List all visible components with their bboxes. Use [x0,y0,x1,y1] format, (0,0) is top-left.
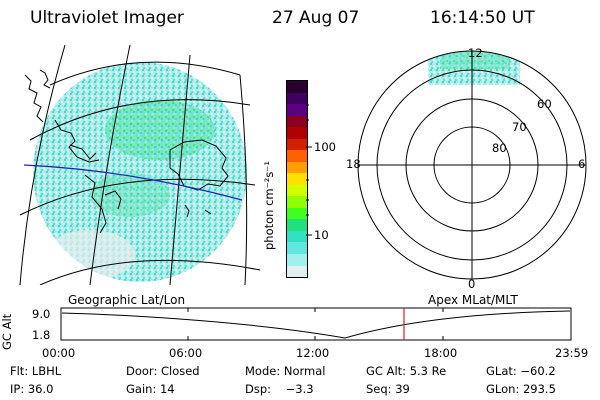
geographic-panel-label: Geographic Lat/Lon [68,293,186,307]
alt-xtick-label: 23:59 [555,346,589,360]
colorbar-segment [287,265,307,278]
colorbar-segment [287,104,307,116]
geographic-image [19,45,260,285]
color-scale-bar [286,80,308,278]
alt-xtick-label: 12:00 [296,346,330,360]
date-label: 27 Aug 07 [272,8,360,28]
colorbar-segment [287,196,307,208]
status-mode: Mode: Normal [245,364,326,378]
lat-label-70: 70 [512,120,527,134]
colorbar-segment [287,161,307,174]
time-label: 16:14:50 UT [430,8,535,28]
colorbar-segment [287,207,307,220]
status-seq: Seq: 39 [366,382,410,396]
status-glat: GLat: −60.2 [486,364,556,378]
status-ip: IP: 36.0 [10,382,54,396]
colorbar-segment [287,92,307,105]
alt-ytick-label: 9.0 [32,307,51,321]
mlt-label-0: 0 [468,277,476,291]
lat-label-80: 80 [492,141,507,155]
colorbar-segment [287,184,307,197]
alt-plot-ylabel: GC Alt [0,313,14,350]
colorbar-tick-label: 100 [314,140,336,154]
colorbar-segment [287,138,307,151]
status-gain: Gain: 14 [126,382,175,396]
apex-panel-label: Apex MLat/MLT [428,293,518,307]
altitude-timeline-plot [60,307,572,341]
colorbar-segment [287,219,307,231]
colorbar-segment [287,173,307,185]
polar-mlat-mlt-plot [357,50,587,280]
alt-ytick-label: 1.8 [32,328,51,342]
lat-label-60: 60 [537,97,552,111]
colorbar-segment [287,127,307,139]
alt-xtick-label: 18:00 [424,346,458,360]
alt-xtick-label: 00:00 [42,346,76,360]
mlt-label-12: 12 [468,46,483,60]
colorbar-ticks [306,104,312,236]
mlt-label-6: 6 [578,157,586,171]
colorbar-segment [287,230,307,243]
colorbar-segment [287,115,307,128]
status-gc-alt: GC Alt: 5.3 Re [366,364,447,378]
colorbar-segment [287,242,307,254]
colorbar-segment [287,253,307,266]
colorbar-segment [287,150,307,162]
alt-xtick-label: 06:00 [169,346,203,360]
status-dsp: Dsp: −3.3 [245,382,314,396]
status-door: Door: Closed [126,364,200,378]
colorbar-tick-label: 10 [314,228,329,242]
status-glon: GLon: 293.5 [486,382,556,396]
mlt-label-18: 18 [346,157,361,171]
colorbar-unit-label: photon cm⁻²s⁻¹ [262,161,276,250]
instrument-title: Ultraviolet Imager [30,8,184,28]
status-filter: Flt: LBHL [10,364,62,378]
colorbar-segment [287,81,307,93]
